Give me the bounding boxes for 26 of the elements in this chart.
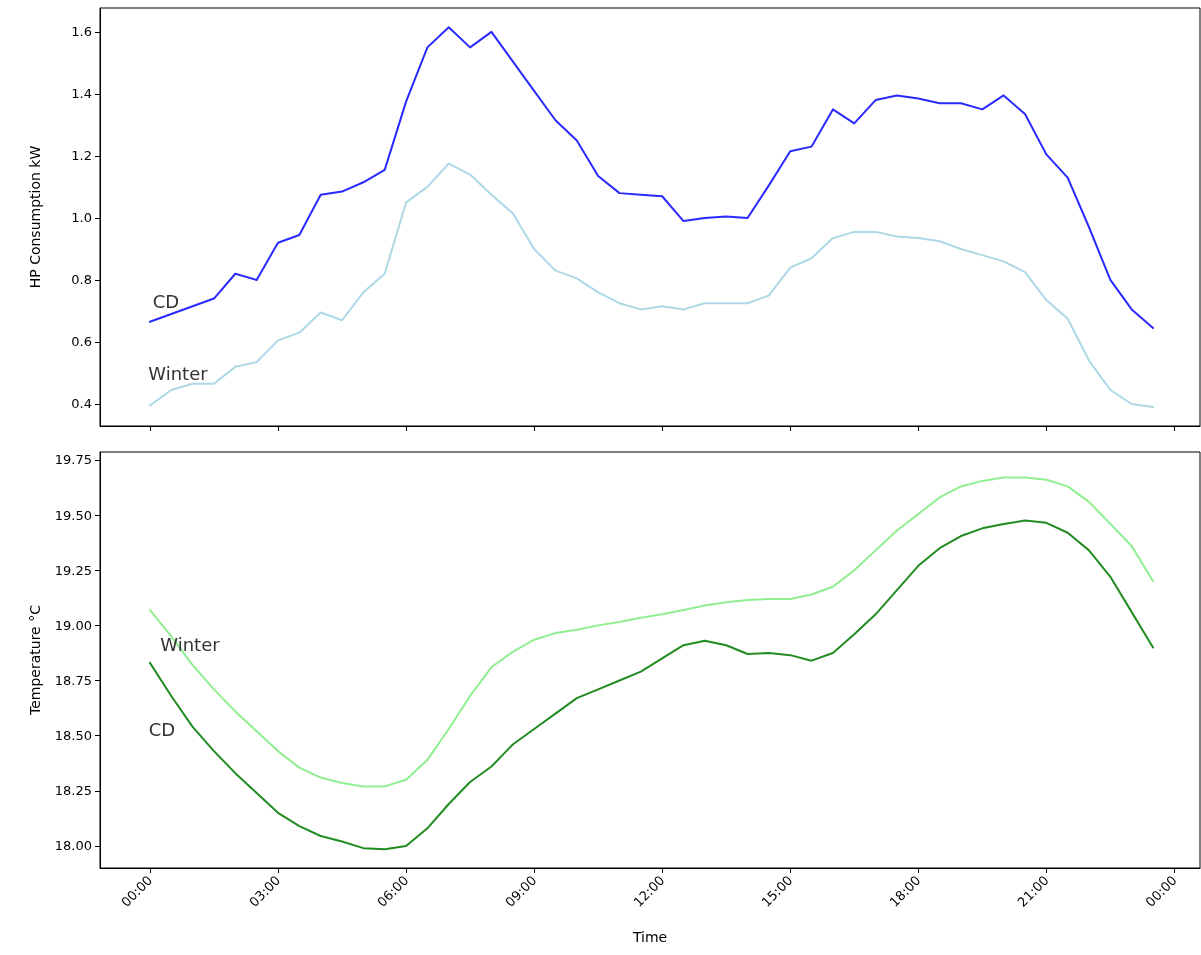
y-tick-label: 19.50 [54,507,92,523]
y-tick-label: 0.8 [71,272,92,288]
y-tick-label: 1.6 [71,24,92,40]
line-series [148,519,1155,851]
y-tick-label: 19.75 [54,452,92,468]
line-series [148,26,1155,330]
line-series [148,162,1155,409]
series-label: CD [152,291,180,313]
y-tick-label: 19.25 [54,562,92,578]
x-axis-title: Time [631,929,668,945]
y-tick-label: 0.4 [71,396,92,412]
y-tick-label: 0.6 [71,334,92,350]
y-tick-label: 1.2 [71,148,92,164]
y-tick-label: 1.0 [71,210,92,226]
series-label: Winter [148,363,209,385]
y-axis-title: HP Consumption kW [27,145,43,289]
y-tick-label: 1.4 [71,86,92,102]
y-tick-label: 18.75 [54,673,92,689]
y-tick-label: 18.50 [54,728,92,744]
series-label: Winter [160,634,221,656]
y-tick-label: 18.00 [54,838,92,854]
series-label: CD [148,719,176,741]
y-tick-label: 19.00 [54,617,92,633]
y-axis-title: Temperature °C [27,604,43,716]
y-tick-label: 18.25 [54,783,92,799]
line-series [148,476,1155,788]
